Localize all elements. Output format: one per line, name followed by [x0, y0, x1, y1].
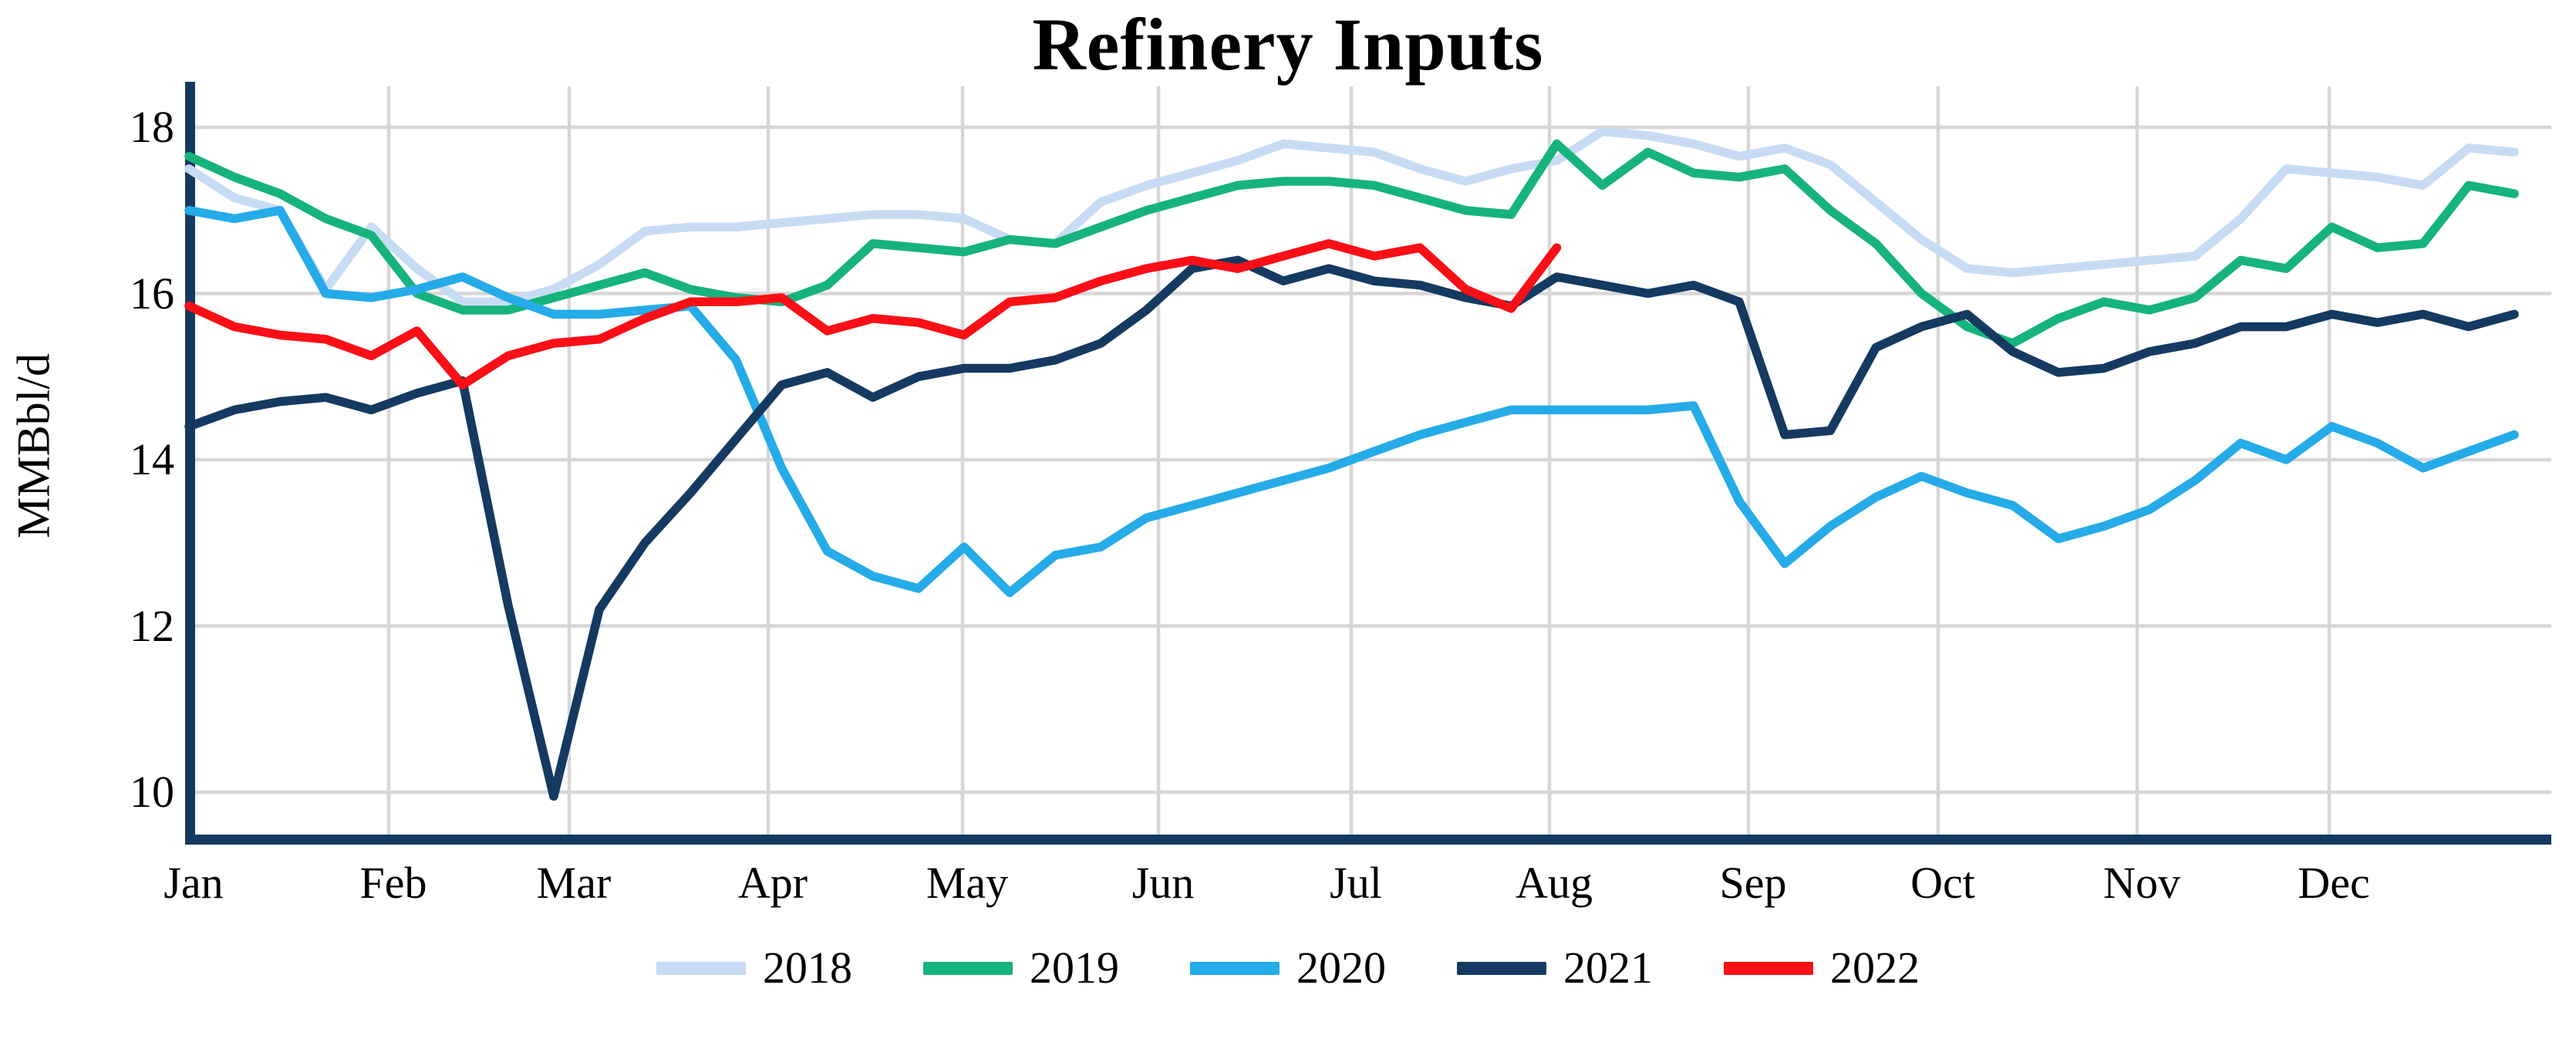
chart-title: Refinery Inputs — [1032, 3, 1544, 86]
legend-item-2019: 2019 — [923, 946, 1119, 990]
legend-label: 2022 — [1830, 943, 1920, 993]
legend-item-2021: 2021 — [1457, 946, 1653, 990]
x-tick-label-feb: Feb — [359, 858, 427, 908]
legend: 2018 2019 2020 2021 2022 — [0, 946, 2576, 990]
series-line-2022 — [184, 239, 1562, 390]
legend-item-2018: 2018 — [656, 946, 852, 990]
x-axis-line — [185, 835, 2551, 845]
legend-label: 2020 — [1296, 943, 1386, 993]
x-tick-label-apr: Apr — [737, 858, 808, 908]
legend-label: 2018 — [763, 943, 852, 993]
legend-swatch-2021 — [1457, 961, 1546, 975]
x-tick-label-aug: Aug — [1516, 858, 1593, 908]
x-tick-label-sep: Sep — [1719, 858, 1787, 908]
x-tick-label-nov: Nov — [2103, 858, 2180, 908]
series-line-2019 — [184, 139, 2519, 348]
x-tick-label-jan: Jan — [164, 858, 224, 908]
series-line-2021 — [184, 255, 2519, 801]
series-line-2018 — [184, 126, 2519, 307]
legend-item-2020: 2020 — [1190, 946, 1386, 990]
legend-swatch-2019 — [923, 961, 1013, 975]
x-tick-label-dec: Dec — [2298, 858, 2370, 908]
legend-swatch-2022 — [1724, 961, 1813, 975]
legend-label: 2021 — [1563, 943, 1653, 993]
y-tick-label: 18 — [130, 102, 174, 152]
series-line-2020 — [184, 206, 2519, 598]
x-tick-label-mar: Mar — [536, 858, 612, 908]
x-tick-label-jun: Jun — [1131, 858, 1195, 908]
legend-item-2022: 2022 — [1724, 946, 1920, 990]
legend-swatch-2020 — [1190, 961, 1280, 975]
legend-swatch-2018 — [656, 961, 746, 975]
y-tick-label: 14 — [130, 434, 174, 484]
legend-label: 2019 — [1030, 943, 1119, 993]
y-tick-label: 10 — [130, 767, 174, 817]
y-axis-line — [185, 82, 195, 845]
x-tick-label-oct: Oct — [1910, 858, 1975, 908]
x-tick-label-jul: Jul — [1330, 858, 1382, 908]
y-tick-label: 12 — [130, 600, 174, 651]
y-tick-label: 16 — [130, 268, 174, 319]
x-tick-label-may: May — [926, 858, 1009, 908]
